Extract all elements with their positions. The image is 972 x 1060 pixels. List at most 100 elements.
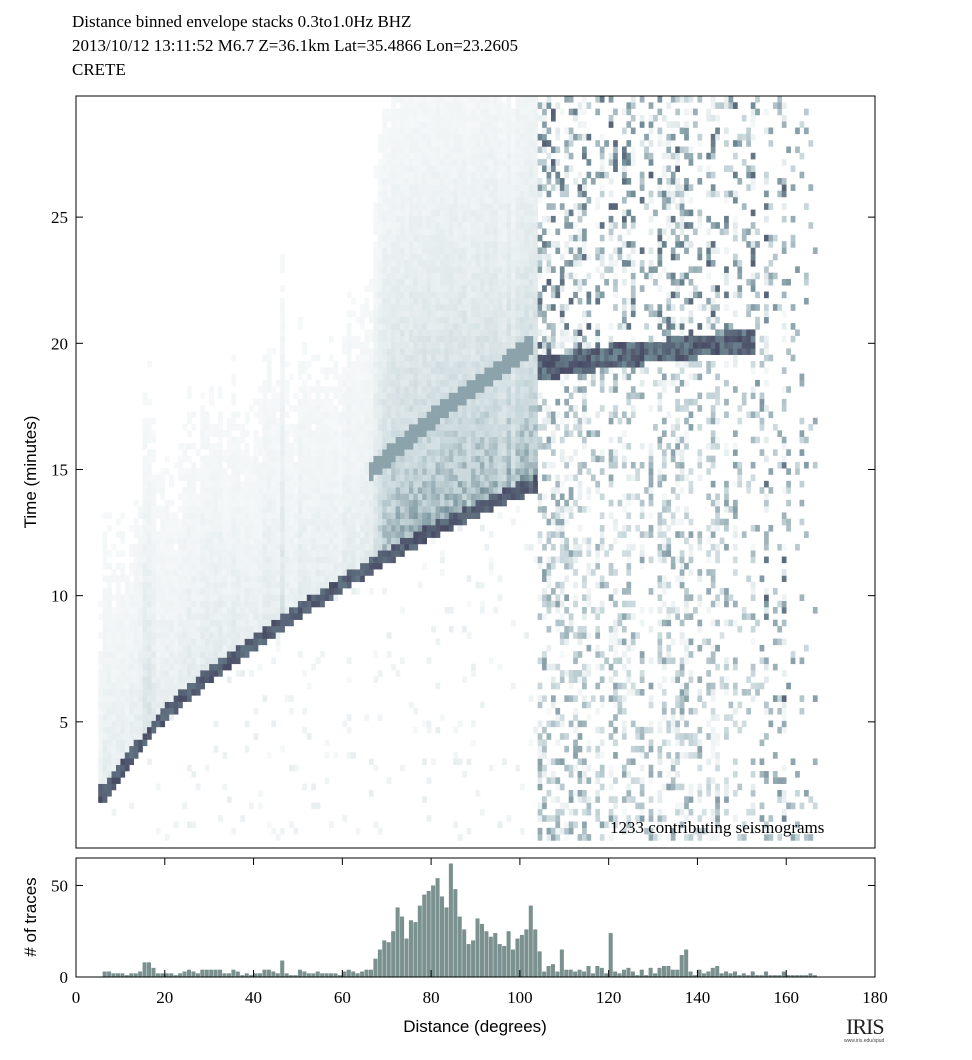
heatmap-cell — [337, 386, 343, 393]
heatmap-cell — [297, 493, 303, 501]
heatmap-cell — [324, 468, 330, 475]
heatmap-cell — [302, 474, 308, 482]
heatmap-cell — [413, 707, 419, 715]
heatmap-cell — [173, 531, 179, 538]
heatmap-cell — [479, 417, 485, 425]
heatmap-cell — [497, 234, 503, 242]
heatmap-cell — [115, 714, 121, 721]
heatmap-cell — [351, 455, 356, 463]
heatmap-cell — [293, 424, 299, 431]
heatmap-cell — [493, 260, 498, 267]
heatmap-cell — [191, 771, 197, 778]
heatmap-cell — [453, 373, 459, 381]
heatmap-cell — [329, 821, 334, 829]
heatmap-cell — [471, 159, 476, 166]
heatmap-cell — [164, 632, 170, 639]
heatmap-cell — [457, 493, 463, 501]
heatmap-cell — [213, 607, 219, 614]
heatmap-cell — [98, 670, 103, 677]
heatmap-cell — [151, 518, 157, 526]
heatmap-cell — [382, 424, 388, 431]
heatmap-cell — [329, 354, 334, 362]
heatmap-cell — [395, 480, 401, 488]
heatmap-cell — [315, 392, 321, 400]
heatmap-cell — [435, 398, 441, 406]
heatmap-cell — [386, 253, 392, 261]
heatmap-cell — [382, 114, 388, 122]
heatmap-cell — [497, 196, 503, 204]
heatmap-cell — [235, 480, 241, 488]
heatmap-cell — [186, 682, 192, 690]
heatmap-cell — [435, 392, 441, 400]
heatmap-cell — [302, 449, 308, 456]
heatmap-cell — [528, 411, 534, 419]
heatmap-cell — [377, 329, 383, 337]
heatmap-cell — [377, 285, 383, 292]
heatmap-cell — [98, 682, 103, 690]
heatmap-cell — [142, 644, 148, 652]
heatmap-cell — [439, 323, 445, 330]
heatmap-cell — [488, 354, 494, 362]
heatmap-cell — [462, 360, 467, 368]
heatmap-cell — [515, 102, 521, 109]
heatmap-cell — [488, 455, 494, 463]
heatmap-cell — [111, 739, 117, 747]
heatmap-cell — [471, 152, 476, 160]
heatmap-cell — [160, 638, 166, 646]
heatmap-cell — [448, 468, 454, 475]
heatmap-cell — [515, 354, 521, 362]
heatmap-cell — [475, 789, 481, 797]
heatmap-cell — [422, 398, 427, 406]
heatmap-cell — [102, 682, 108, 690]
heatmap-cell — [235, 493, 241, 501]
heatmap-cell — [222, 543, 228, 551]
heatmap-cell — [151, 676, 157, 684]
heatmap-cell — [297, 562, 303, 570]
heatmap-cell — [448, 266, 454, 273]
heatmap-cell — [422, 171, 427, 179]
heatmap-cell — [475, 506, 481, 513]
heatmap-cell — [124, 663, 130, 671]
heatmap-cell — [107, 512, 112, 519]
heatmap-cell — [266, 625, 272, 633]
heatmap-cell — [120, 714, 126, 721]
heatmap-cell — [120, 764, 126, 772]
heatmap-cell — [280, 512, 285, 519]
heatmap-cell — [213, 638, 219, 646]
heatmap-cell — [524, 266, 530, 273]
heatmap-cell — [519, 424, 525, 431]
heatmap-cell — [488, 569, 494, 576]
heatmap-cell — [408, 487, 414, 494]
heatmap-cell — [471, 430, 476, 437]
heatmap-cell — [337, 455, 343, 463]
heatmap-cell — [408, 461, 414, 469]
heatmap-cell — [413, 146, 419, 154]
heatmap-cell — [422, 127, 427, 135]
heatmap-cell — [209, 625, 214, 633]
heatmap-cell — [124, 739, 130, 747]
heatmap-cell — [426, 417, 432, 425]
heatmap-cell — [493, 480, 498, 488]
heatmap-cell — [115, 619, 121, 627]
heatmap-cell — [488, 228, 494, 236]
heatmap-cell — [120, 638, 126, 646]
heatmap-cell — [488, 304, 494, 311]
heatmap-cell — [235, 474, 241, 482]
heatmap-cell — [431, 531, 436, 538]
heatmap-cell — [475, 209, 481, 217]
heatmap-cell — [142, 714, 148, 721]
heatmap-cell — [493, 417, 498, 425]
heatmap-cell — [462, 108, 467, 116]
heatmap-cell — [479, 121, 485, 128]
heatmap-cell — [377, 537, 383, 545]
heatmap-cell — [315, 657, 321, 665]
heatmap-cell — [186, 594, 192, 601]
heatmap-cell — [391, 493, 396, 501]
heatmap-cell — [186, 638, 192, 646]
heatmap-cell — [413, 178, 419, 185]
heatmap-cell — [351, 297, 356, 305]
heatmap-cell — [324, 430, 330, 437]
heatmap-cell — [422, 373, 427, 381]
heatmap-cell — [342, 524, 348, 532]
heatmap-cell — [133, 714, 139, 721]
